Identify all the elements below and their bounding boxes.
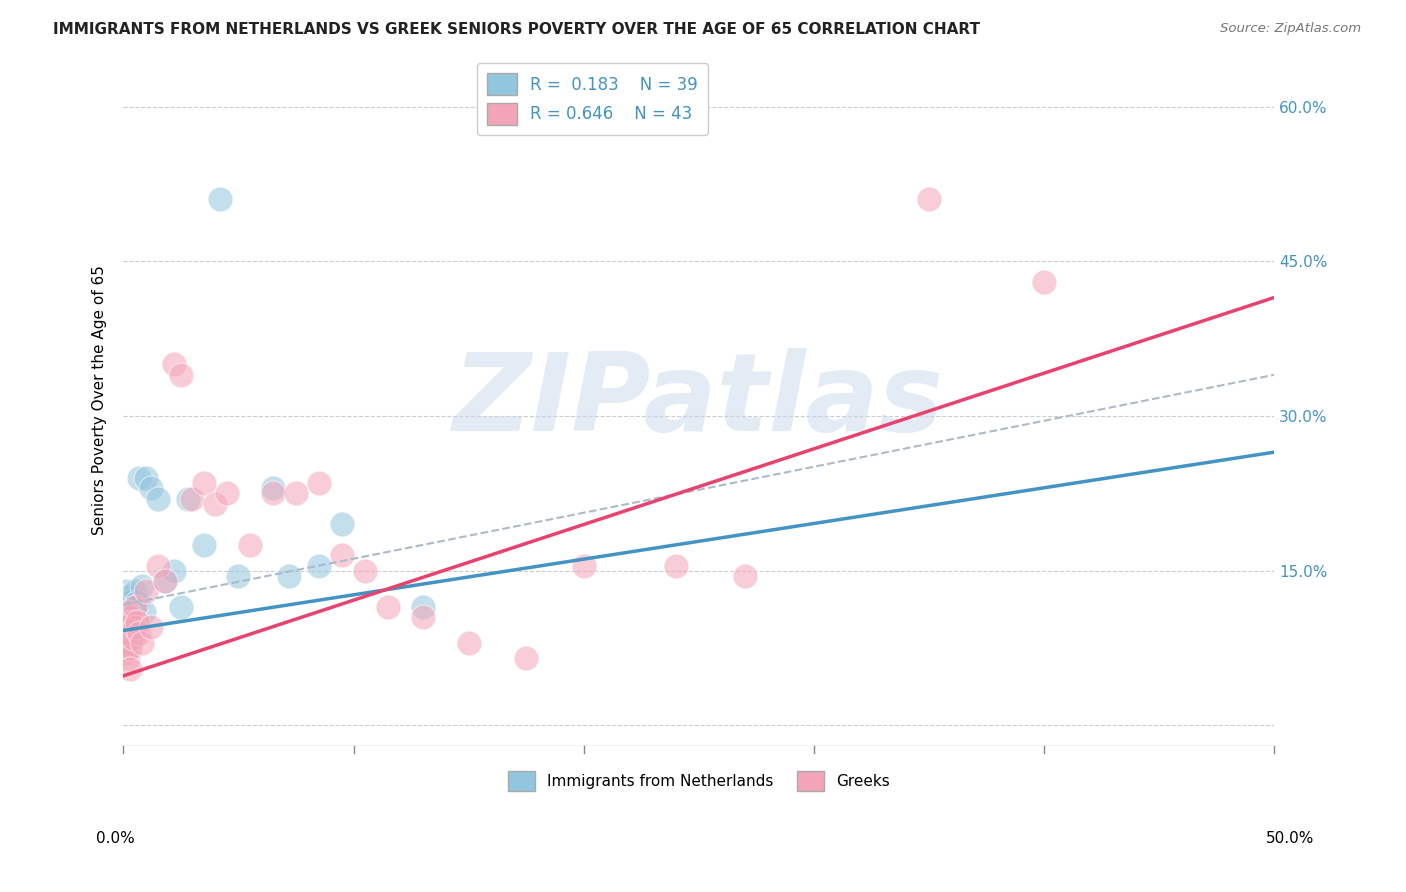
Point [215,486,238,500]
Point [114,636,136,650]
Point [163,358,186,372]
Point [120,662,142,676]
Point [117,625,139,640]
Point [120,610,142,624]
Point [114,646,136,660]
Point [377,599,399,614]
Point [457,636,479,650]
Point [121,615,143,630]
Point [117,625,139,640]
Point [330,517,353,532]
Point [121,610,143,624]
Point [308,476,330,491]
Point [734,569,756,583]
Point [354,564,377,578]
Point [181,491,204,506]
Point [121,599,143,614]
Point [124,615,146,630]
Point [117,605,139,619]
Point [124,620,146,634]
Point [284,486,307,500]
Point [918,193,941,207]
Point [153,574,176,588]
Point [117,636,139,650]
Point [120,594,142,608]
Point [131,636,153,650]
Point [135,584,157,599]
Text: 50.0%: 50.0% [1267,831,1315,847]
Text: ZIPatlas: ZIPatlas [453,348,945,453]
Point [308,558,330,573]
Point [1033,275,1056,289]
Point [515,651,537,665]
Point [120,615,142,630]
Point [117,590,139,604]
Point [139,481,162,495]
Y-axis label: Seniors Poverty Over the Age of 65: Seniors Poverty Over the Age of 65 [93,266,107,535]
Point [228,569,250,583]
Point [120,640,142,655]
Point [208,193,231,207]
Point [665,558,688,573]
Point [193,538,215,552]
Text: 0.0%: 0.0% [96,831,135,847]
Point [117,651,139,665]
Point [114,605,136,619]
Point [131,579,153,593]
Point [127,615,149,630]
Point [124,599,146,614]
Point [127,594,149,608]
Text: Source: ZipAtlas.com: Source: ZipAtlas.com [1220,22,1361,36]
Point [204,497,226,511]
Point [117,599,139,614]
Point [135,471,157,485]
Point [163,564,186,578]
Point [139,620,162,634]
Point [132,605,155,619]
Point [170,599,193,614]
Point [124,584,146,599]
Point [114,620,136,634]
Point [330,548,353,562]
Point [120,636,142,650]
Point [128,471,150,485]
Point [146,491,169,506]
Point [572,558,595,573]
Point [412,610,434,624]
Point [127,615,149,630]
Point [239,538,262,552]
Point [278,569,301,583]
Point [170,368,193,382]
Point [114,625,136,640]
Point [114,594,136,608]
Point [121,620,143,634]
Point [146,558,169,573]
Point [117,610,139,624]
Point [114,584,136,599]
Point [121,631,143,645]
Point [120,605,142,619]
Legend: Immigrants from Netherlands, Greeks: Immigrants from Netherlands, Greeks [502,765,896,797]
Point [412,599,434,614]
Point [193,476,215,491]
Point [128,625,150,640]
Point [120,625,142,640]
Text: IMMIGRANTS FROM NETHERLANDS VS GREEK SENIORS POVERTY OVER THE AGE OF 65 CORRELAT: IMMIGRANTS FROM NETHERLANDS VS GREEK SEN… [53,22,980,37]
Point [262,486,284,500]
Point [262,481,284,495]
Point [153,574,176,588]
Point [120,625,142,640]
Point [117,615,139,630]
Point [177,491,200,506]
